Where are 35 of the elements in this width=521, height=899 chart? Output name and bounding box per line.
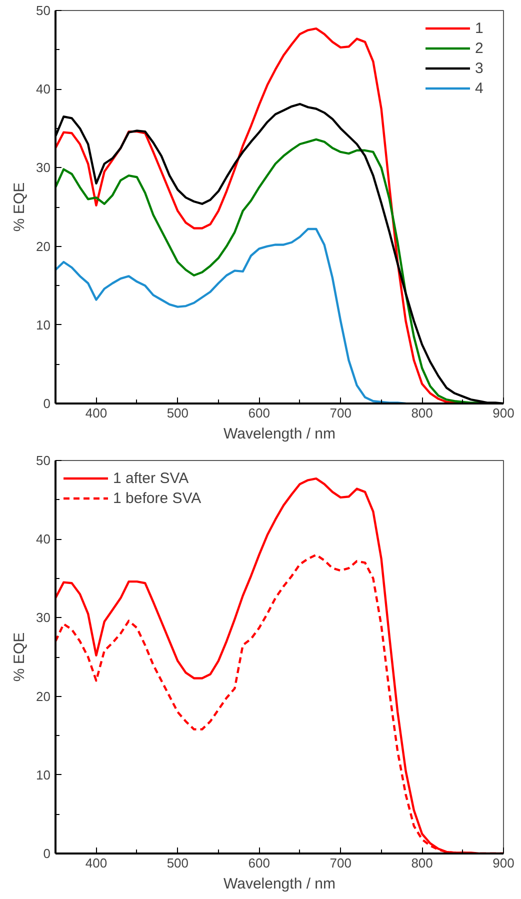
x-tick-label: 600 <box>248 406 270 420</box>
x-axis-title: Wavelength / nm <box>224 426 336 442</box>
x-tick-label: 700 <box>330 406 352 420</box>
x-tick-label: 500 <box>166 406 189 420</box>
y-axis-title: % EQE <box>11 182 28 232</box>
y-tick-label: 50 <box>36 453 51 468</box>
y-tick-label: 20 <box>36 238 51 254</box>
x-tick-label: 400 <box>85 856 108 870</box>
legend-label: 3 <box>475 60 484 76</box>
legend-label: 1 <box>475 20 484 36</box>
x-tick-label: 800 <box>411 856 433 870</box>
x-axis-title: Wavelength / nm <box>224 876 336 892</box>
y-tick-label: 20 <box>36 688 51 704</box>
legend-label: 2 <box>475 40 484 56</box>
y-tick-label: 50 <box>36 3 51 18</box>
legend-label: 1 after SVA <box>113 470 189 486</box>
y-axis-title: % EQE <box>11 632 28 682</box>
x-tick-label: 900 <box>492 856 514 870</box>
y-tick-label: 10 <box>36 767 51 782</box>
x-tick-label: 800 <box>411 406 433 420</box>
x-tick-label: 900 <box>492 406 514 420</box>
y-tick-label: 40 <box>36 82 51 97</box>
x-tick-label: 600 <box>248 856 270 870</box>
y-tick-label: 10 <box>36 317 51 332</box>
x-tick-label: 700 <box>330 856 352 870</box>
y-tick-label: 0 <box>43 846 51 861</box>
x-tick-label: 500 <box>166 856 189 870</box>
x-tick-label: 400 <box>85 406 108 420</box>
y-tick-label: 30 <box>36 610 51 626</box>
y-tick-label: 30 <box>36 160 51 176</box>
legend-label: 4 <box>475 80 484 96</box>
line-series <box>56 228 407 404</box>
legend-label: 1 before SVA <box>113 490 202 506</box>
y-tick-label: 40 <box>36 532 51 547</box>
y-tick-label: 0 <box>43 396 51 411</box>
